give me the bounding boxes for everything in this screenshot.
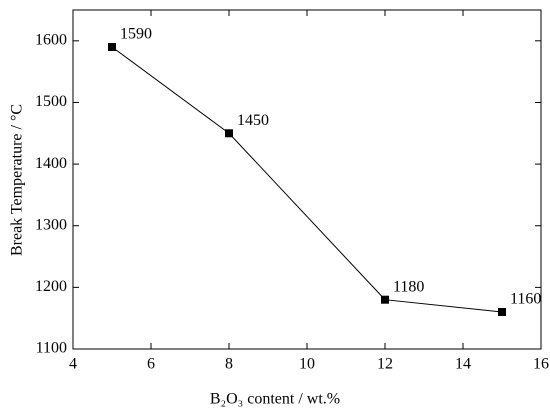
plot-frame — [72, 9, 542, 350]
y-tick-label: 1600 — [35, 31, 67, 48]
x-tick-label: 8 — [225, 356, 233, 373]
x-tick-label: 16 — [533, 356, 549, 373]
marker — [381, 295, 389, 304]
x-tick-label: 12 — [377, 356, 393, 373]
y-axis-label: Break Temperature / °C — [9, 104, 26, 256]
data-label: 1160 — [510, 291, 541, 308]
marker — [225, 129, 233, 138]
x-tick-label: 14 — [455, 356, 471, 373]
data-label: 1450 — [237, 112, 269, 129]
x-tick-label: 6 — [147, 356, 155, 373]
y-tick-label: 1400 — [35, 155, 67, 172]
y-tick-label: 1300 — [35, 216, 67, 233]
series-line — [111, 46, 503, 313]
y-tick-label: 1500 — [35, 93, 67, 110]
marker — [108, 42, 116, 51]
data-label: 1180 — [393, 278, 424, 295]
x-tick-label: 4 — [69, 356, 77, 373]
data-label: 1590 — [120, 26, 152, 43]
marker — [498, 308, 506, 317]
x-tick-label: 10 — [299, 356, 315, 373]
x-axis-label: B₂O₃ content / wt.% — [210, 391, 340, 408]
y-tick-label: 1100 — [36, 340, 67, 357]
y-tick-label: 1200 — [35, 278, 67, 295]
